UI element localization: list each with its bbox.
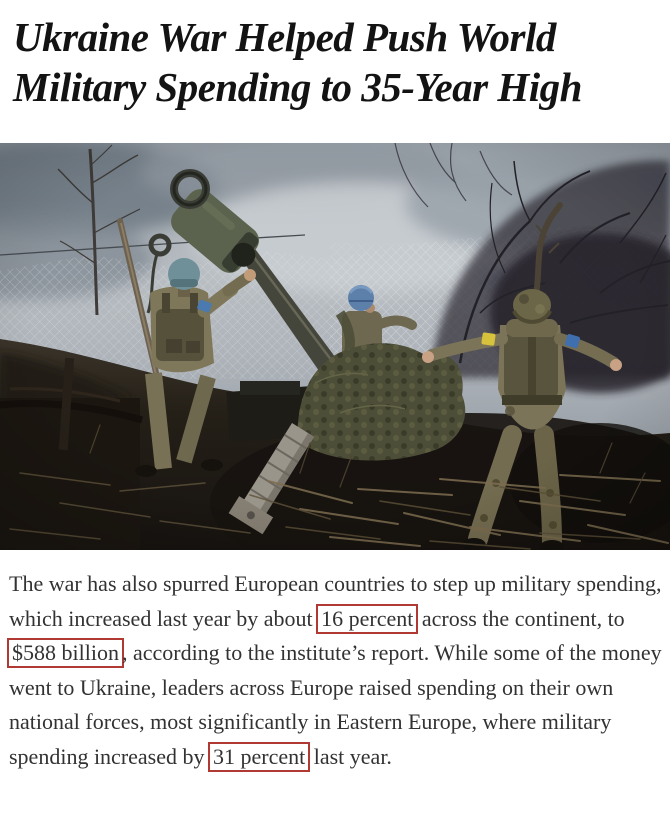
paragraph-text: across the continent, to: [416, 605, 625, 631]
paragraph-text: The war has also spurred European countr…: [9, 571, 662, 631]
paragraph-text: last year.: [308, 743, 392, 769]
article-page: Ukraine War Helped Push World Military S…: [0, 12, 670, 774]
highlighted-value: 16 percent: [316, 603, 419, 634]
article-headline: Ukraine War Helped Push World Military S…: [13, 14, 582, 110]
paragraph-text: , according to the institute’s report. W…: [9, 640, 662, 769]
highlighted-value: $588 billion: [7, 638, 124, 668]
vignette: [0, 143, 670, 550]
article-paragraph: The war has also spurred European countr…: [7, 567, 662, 774]
highlighted-value: 31 percent: [208, 741, 311, 772]
photo-illustration: [0, 143, 670, 550]
article-photo: [0, 143, 670, 550]
